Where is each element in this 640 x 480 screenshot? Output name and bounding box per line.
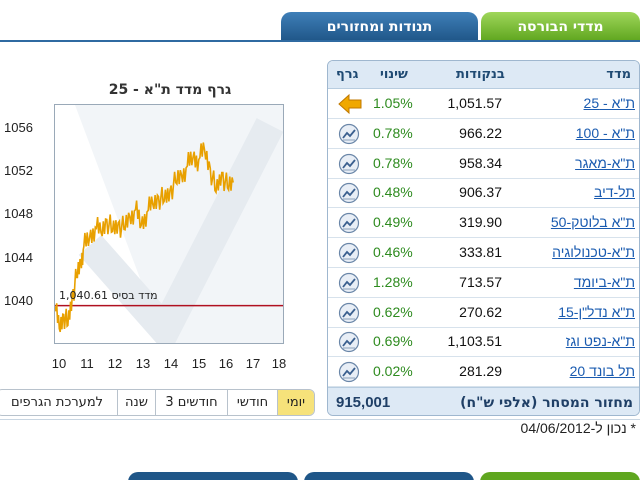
index-points: 1,103.51 xyxy=(447,333,503,350)
index-points: 319.90 xyxy=(459,214,502,231)
table-row: 1.05% 1,051.57 ת"א - 25 xyxy=(328,89,639,119)
x-tick-label: 11 xyxy=(80,356,94,371)
indices-table: מדד בנקודות שינוי גרף 1.05% 1,051.57 ת"א -… xyxy=(327,60,640,416)
index-points: 906.37 xyxy=(459,184,502,201)
x-tick-label: 14 xyxy=(163,356,179,371)
x-tick-label: 18 xyxy=(271,356,287,371)
table-row: 0.46% 333.81 ת"א-טכנולוגיה xyxy=(328,238,639,268)
index-change: 0.78% xyxy=(373,124,413,141)
turnover-value: 915,001 xyxy=(336,394,391,411)
index-points: 270.62 xyxy=(459,303,502,320)
header-graph: גרף xyxy=(336,67,359,82)
as-of-date: 04/06/2012 xyxy=(520,420,591,436)
as-of-note: * נכון ל-04/06/2012 xyxy=(521,420,636,437)
chart-icon[interactable] xyxy=(338,182,360,204)
x-tick-label: 15 xyxy=(191,356,207,371)
table-row: 0.49% 319.90 ת"א בלוטק-50 xyxy=(328,208,639,239)
tab-volatility-turnover[interactable]: תנודות ומחזורים xyxy=(281,12,478,41)
table-row: 1.28% 713.57 ת"א-ביומד xyxy=(328,268,639,298)
y-tick-label: 1040 xyxy=(4,293,33,308)
y-tick-label: 1044 xyxy=(4,250,33,265)
chart-icon[interactable] xyxy=(338,302,360,324)
range-selector: יומי חודשי 3 חודשים שנה למערכת הגרפים xyxy=(0,389,315,416)
range-daily-button[interactable]: יומי xyxy=(277,390,314,415)
bottom-tab[interactable] xyxy=(304,472,474,480)
chart-icon[interactable] xyxy=(338,242,360,264)
index-points: 958.34 xyxy=(459,154,502,171)
index-change: 0.02% xyxy=(373,363,413,380)
index-change: 0.62% xyxy=(373,303,413,320)
index-link[interactable]: ת"א-מאגר xyxy=(575,154,635,171)
index-change: 0.78% xyxy=(373,154,413,171)
tab-underline xyxy=(0,40,640,42)
index-points: 1,051.57 xyxy=(447,95,503,111)
index-points: 333.81 xyxy=(459,244,502,260)
x-tick-label: 16 xyxy=(218,356,234,371)
index-link[interactable]: ת"א נדל"ן-15 xyxy=(558,303,635,320)
index-link[interactable]: ת"א בלוטק-50 xyxy=(550,214,635,231)
tab-market-indices[interactable]: מדדי הבורסה xyxy=(481,12,640,41)
index-link[interactable]: ת"א - 25 xyxy=(583,95,635,111)
index-points: 713.57 xyxy=(459,273,502,290)
table-row: 0.62% 270.62 ת"א נדל"ן-15 xyxy=(328,298,639,328)
as-of-prefix: * נכון ל- xyxy=(590,420,636,436)
index-change: 0.49% xyxy=(373,214,413,231)
tab-market-indices-label: מדדי הבורסה xyxy=(517,18,604,35)
x-tick-label: 10 xyxy=(51,356,67,371)
chart-icon[interactable] xyxy=(338,272,360,294)
chart-icon[interactable] xyxy=(338,123,360,145)
index-link[interactable]: תל בונד 20 xyxy=(569,363,635,380)
y-tick-label: 1048 xyxy=(4,206,33,221)
index-change: 0.48% xyxy=(373,184,413,201)
index-link[interactable]: ת"א - 100 xyxy=(575,124,635,141)
y-tick-label: 1052 xyxy=(4,163,33,178)
index-link[interactable]: ת"א-ביומד xyxy=(573,273,635,290)
range-year-button[interactable]: שנה xyxy=(117,390,155,415)
index-change: 0.46% xyxy=(373,244,413,260)
index-link[interactable]: ת"א-נפט וגז xyxy=(565,333,635,350)
range-3-months-button[interactable]: 3 חודשים xyxy=(155,390,227,415)
chart-icon[interactable] xyxy=(338,361,360,383)
index-link[interactable]: תל-דיב xyxy=(594,184,635,201)
table-header: מדד בנקודות שינוי גרף xyxy=(328,61,639,89)
table-row: 0.48% 906.37 תל-דיב xyxy=(328,178,639,209)
header-change: שינוי xyxy=(380,67,408,82)
chart-title: גרף מדד ת"א - 25 xyxy=(108,82,232,98)
index-change: 0.69% xyxy=(373,333,413,350)
table-row: 0.78% 958.34 ת"א-מאגר xyxy=(328,149,639,179)
arrow-left-icon[interactable] xyxy=(338,93,362,115)
chart-icon[interactable] xyxy=(338,153,360,175)
header-index: מדד xyxy=(606,67,631,82)
table-row: 0.78% 966.22 ת"א - 100 xyxy=(328,119,639,149)
x-tick-label: 12 xyxy=(107,356,123,371)
chart-svg xyxy=(55,105,283,343)
index-link[interactable]: ת"א-טכנולוגיה xyxy=(552,244,635,260)
table-row: 0.69% 1,103.51 ת"א-נפט וגז xyxy=(328,327,639,358)
index-points: 281.29 xyxy=(459,363,502,380)
range-monthly-button[interactable]: חודשי xyxy=(227,390,277,415)
x-tick-label: 13 xyxy=(135,356,151,371)
chart-icon[interactable] xyxy=(338,331,360,353)
y-tick-label: 1056 xyxy=(4,120,33,135)
bottom-tab[interactable] xyxy=(128,472,298,480)
index-change: 1.28% xyxy=(373,273,413,290)
index-chart: מדד בסיס 1,040.61 xyxy=(54,104,284,344)
index-points: 966.22 xyxy=(459,124,502,141)
tab-volatility-turnover-label: תנודות ומחזורים xyxy=(326,18,433,35)
table-row: 0.02% 281.29 תל בונד 20 xyxy=(328,357,639,388)
charts-system-link[interactable]: למערכת הגרפים xyxy=(10,395,104,410)
table-footer: מחזור המסחר (אלפי ש"ח) 915,001 xyxy=(328,387,639,415)
base-index-label: מדד בסיס 1,040.61 xyxy=(59,288,158,302)
index-change: 1.05% xyxy=(373,95,413,111)
x-tick-label: 17 xyxy=(245,356,261,371)
bottom-tab[interactable] xyxy=(480,472,640,480)
turnover-label: מחזור המסחר (אלפי ש"ח) xyxy=(460,395,633,411)
watermark-check xyxy=(78,118,283,343)
index-line-series xyxy=(55,142,234,333)
chart-icon[interactable] xyxy=(338,212,360,234)
header-points: בנקודות xyxy=(456,67,505,82)
watermark-shape xyxy=(75,105,283,343)
